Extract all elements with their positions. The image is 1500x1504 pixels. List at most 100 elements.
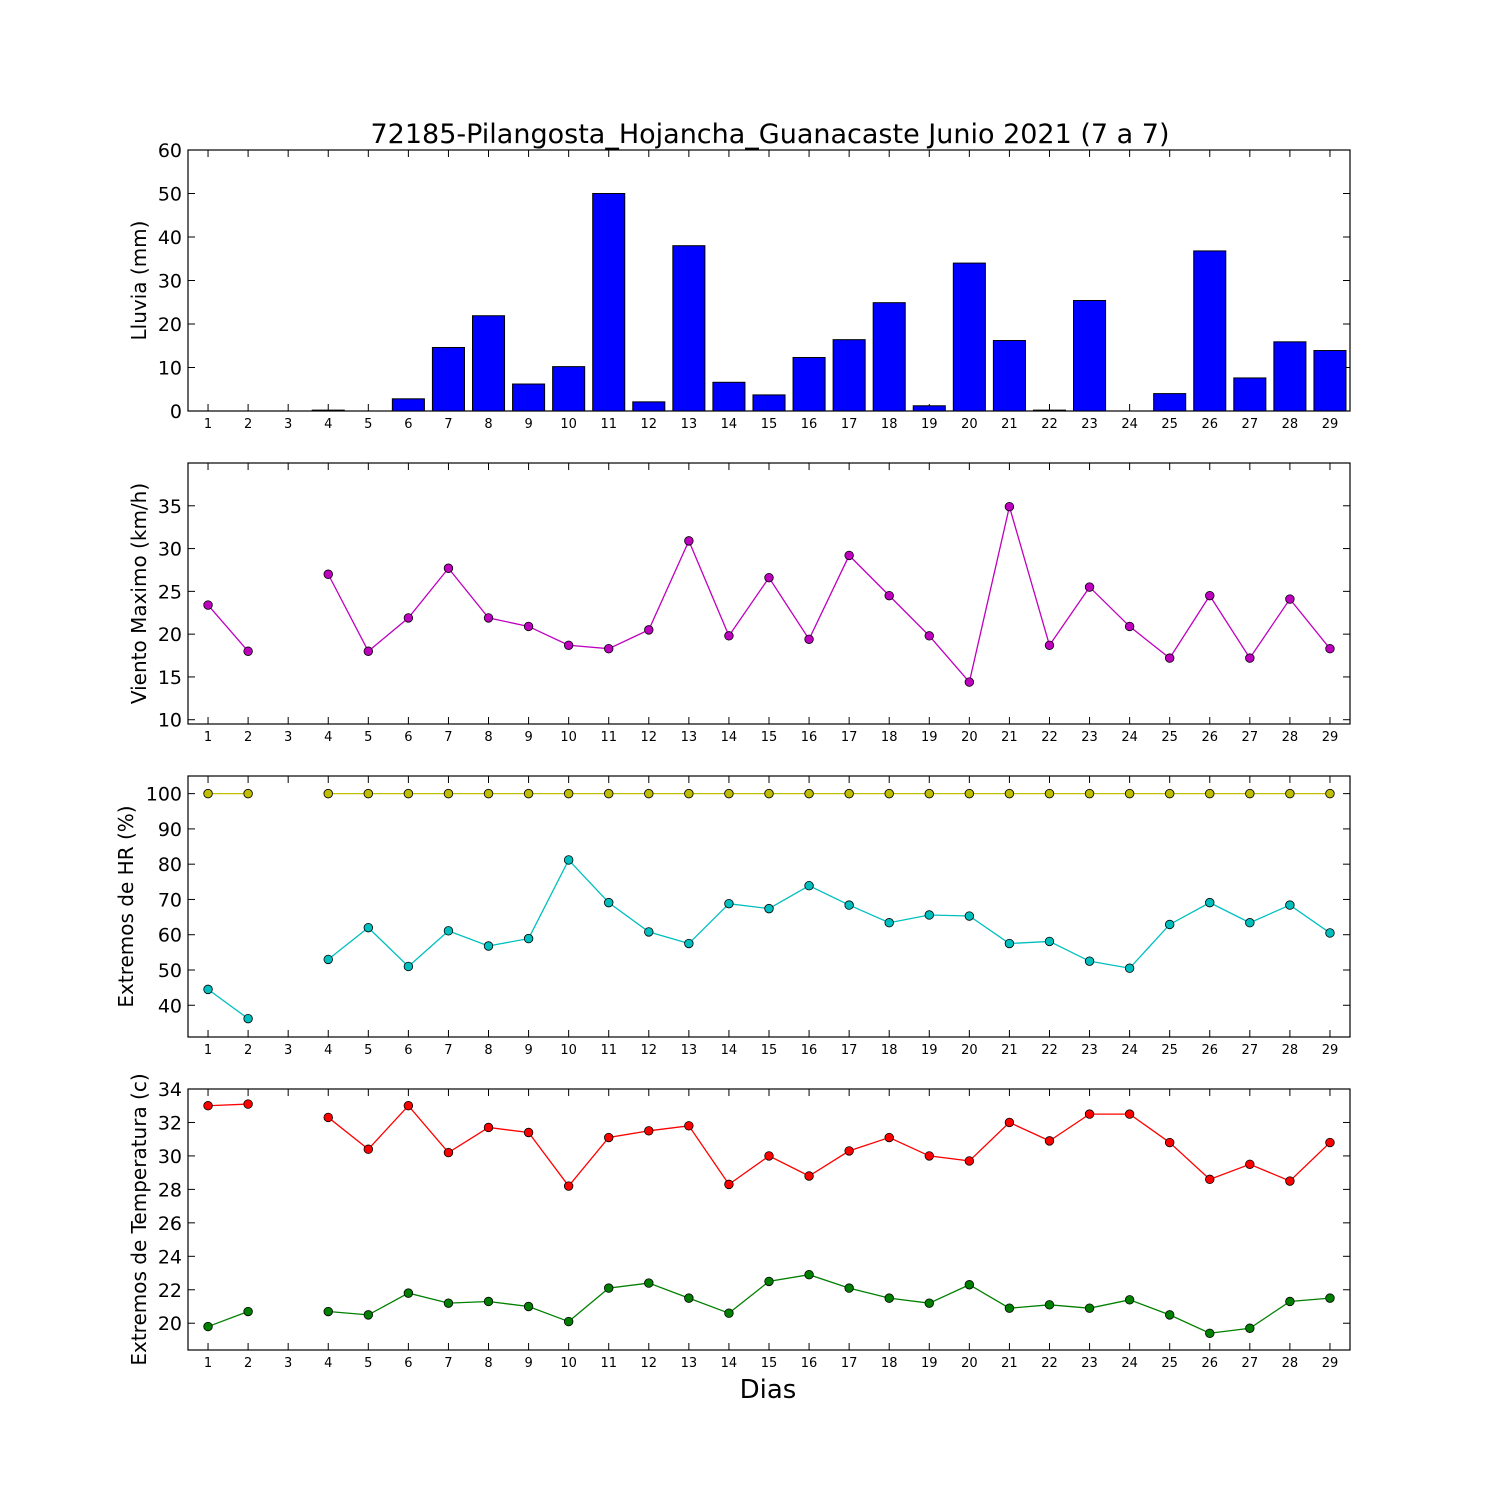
data-point <box>243 646 253 656</box>
x-tick-label: 21 <box>1001 417 1018 432</box>
data-point <box>804 1171 814 1181</box>
data-point <box>1325 928 1335 938</box>
bar <box>952 262 986 412</box>
data-point <box>1325 643 1335 654</box>
x-tick-label: 23 <box>1081 417 1098 432</box>
bar <box>391 398 425 412</box>
y-axis-label: Extremos de HR (%) <box>114 805 138 1007</box>
x-tick-label: 15 <box>761 1043 778 1058</box>
x-tick-label: 10 <box>560 1043 577 1058</box>
data-point <box>1285 788 1295 799</box>
x-tick-label: 3 <box>284 417 292 432</box>
x-tick-label: 1 <box>204 730 212 745</box>
x-tick-label: 8 <box>484 730 492 745</box>
data-point <box>844 1283 854 1293</box>
x-tick-label: 24 <box>1121 1356 1138 1371</box>
data-point <box>724 631 734 641</box>
y-tick-label: 24 <box>158 1246 182 1268</box>
y-axis-label: Lluvia (mm) <box>127 221 151 341</box>
y-tick-label: 20 <box>158 624 182 646</box>
bar <box>1032 409 1067 412</box>
data-point <box>563 1316 574 1327</box>
bar <box>592 193 626 412</box>
data-point <box>604 643 614 654</box>
y-tick-label: 35 <box>158 496 182 518</box>
data-point <box>1164 1137 1175 1148</box>
data-point <box>323 1112 333 1123</box>
x-tick-label: 14 <box>721 417 738 432</box>
bar <box>471 315 506 412</box>
data-point <box>363 1144 374 1154</box>
bar <box>512 383 546 412</box>
y-tick-label: 25 <box>158 581 182 603</box>
x-tick-label: 20 <box>961 417 978 432</box>
data-point <box>1285 1176 1295 1186</box>
x-tick-label: 17 <box>841 1043 858 1058</box>
data-point <box>443 788 454 799</box>
data-point <box>644 788 654 799</box>
x-tick-label: 11 <box>600 1356 617 1371</box>
x-tick-label: 4 <box>324 730 332 745</box>
data-point <box>724 898 734 909</box>
data-point <box>1285 594 1295 604</box>
x-tick-label: 25 <box>1161 1043 1178 1058</box>
data-point <box>363 646 374 656</box>
data-point <box>884 1293 894 1303</box>
bar <box>1193 250 1227 412</box>
data-point <box>764 572 774 583</box>
x-tick-label: 9 <box>524 1356 532 1371</box>
data-point <box>1205 590 1215 601</box>
bar <box>1153 393 1187 412</box>
x-tick-label: 28 <box>1282 730 1299 745</box>
x-tick-label: 12 <box>641 1043 658 1058</box>
x-tick-label: 26 <box>1201 1356 1218 1371</box>
data-point <box>523 1301 534 1312</box>
y-tick-label: 34 <box>158 1079 182 1101</box>
data-point <box>724 788 734 799</box>
data-point <box>1004 938 1015 949</box>
x-tick-label: 19 <box>921 730 938 745</box>
bar <box>872 302 906 412</box>
data-point <box>403 613 414 623</box>
data-point <box>403 961 414 972</box>
x-tick-label: 12 <box>641 1356 658 1371</box>
x-tick-label: 2 <box>244 730 252 745</box>
bar <box>752 394 786 412</box>
y-tick-label: 30 <box>158 539 182 561</box>
data-point <box>563 855 574 865</box>
y-tick-label: 60 <box>158 140 182 162</box>
data-point <box>1245 653 1255 663</box>
x-tick-label: 5 <box>364 1043 372 1058</box>
data-point <box>964 1156 975 1166</box>
data-point <box>924 788 934 799</box>
data-point <box>523 1127 534 1138</box>
plot-frame <box>187 149 1351 412</box>
data-point <box>804 634 814 644</box>
x-tick-label: 8 <box>484 417 492 432</box>
x-tick-label: 4 <box>324 1356 332 1371</box>
x-tick-label: 17 <box>841 1356 858 1371</box>
data-point <box>203 600 213 610</box>
y-tick-label: 32 <box>158 1112 182 1134</box>
x-tick-label: 2 <box>244 1043 252 1058</box>
data-point <box>804 788 814 799</box>
bar <box>632 401 666 412</box>
x-tick-label: 7 <box>444 417 452 432</box>
y-tick-label: 30 <box>158 1146 182 1168</box>
x-tick-label: 1 <box>204 1356 212 1371</box>
series-line <box>207 604 249 652</box>
x-tick-label: 13 <box>681 1356 698 1371</box>
x-tick-label: 18 <box>881 1356 898 1371</box>
data-point <box>1124 963 1135 973</box>
data-point <box>1124 621 1135 632</box>
x-tick-label: 15 <box>761 417 778 432</box>
data-point <box>724 1308 734 1318</box>
x-tick-label: 24 <box>1121 1043 1138 1058</box>
data-point <box>483 613 494 623</box>
data-point <box>604 897 614 908</box>
series-line <box>327 1104 1331 1188</box>
data-point <box>1164 653 1175 663</box>
data-point <box>1004 1303 1015 1313</box>
